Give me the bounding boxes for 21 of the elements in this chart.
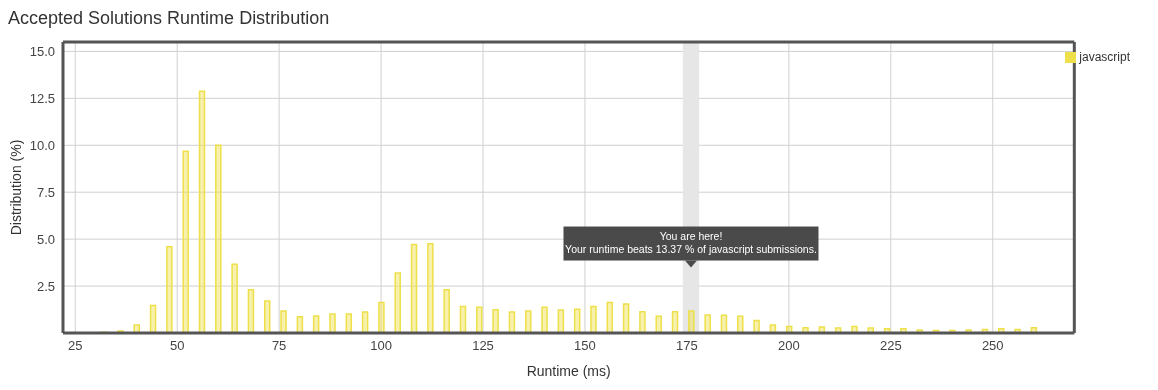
- x-tick-label: 100: [370, 338, 392, 354]
- x-tick-label: 225: [879, 338, 902, 354]
- x-tick-label: 75: [271, 338, 287, 354]
- x-tick-label: 200: [778, 338, 800, 354]
- x-tick-label: 250: [981, 338, 1004, 354]
- x-tick-label: 175: [676, 338, 698, 354]
- y-tick-label: 10.0: [29, 137, 55, 153]
- x-tick-label: 125: [472, 338, 494, 354]
- chart-title: Accepted Solutions Runtime Distribution: [8, 8, 331, 30]
- annotation: You are here! Your runtime beats 13.37 % of javascript submissions.: [565, 229, 817, 255]
- legend-label: javascript: [1078, 50, 1130, 64]
- y-tick-label: 15.0: [29, 44, 55, 59]
- x-tick-label: 150: [574, 338, 596, 354]
- x-tick-label: 50: [169, 338, 185, 354]
- y-tick-label: 7.5: [36, 184, 55, 200]
- y-tick-label: 12.5: [29, 90, 55, 106]
- x-axis-title: Runtime (ms): [526, 363, 611, 379]
- y-tick-label: 5.0: [36, 231, 55, 247]
- x-tick-label: 25: [68, 338, 83, 354]
- y-axis-title: Distribution (%): [7, 139, 24, 236]
- y-tick-label: 2.5: [36, 278, 55, 294]
